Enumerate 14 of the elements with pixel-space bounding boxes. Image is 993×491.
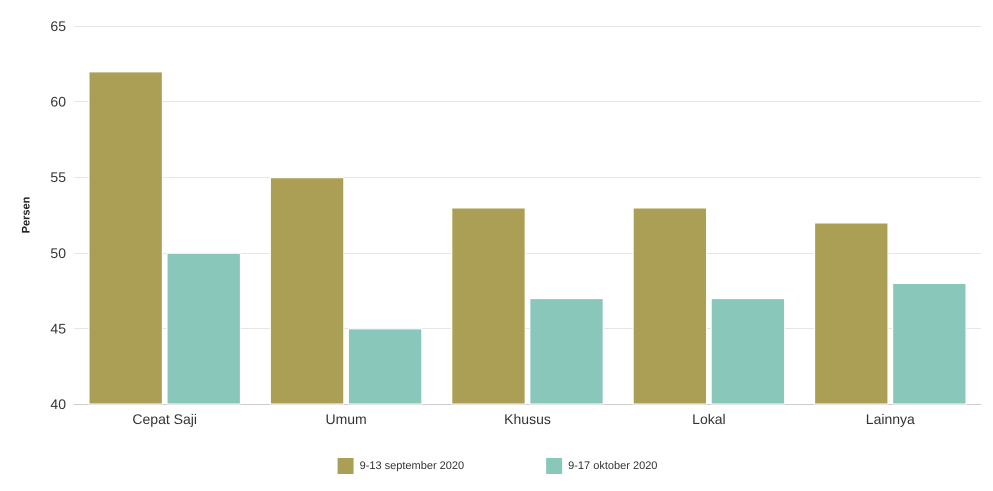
x-tick-label: Lokal [692, 411, 726, 427]
y-tick-label: 40 [50, 396, 66, 412]
x-tick-label: Cepat Saji [132, 411, 197, 427]
x-tick-label: Umum [325, 411, 367, 427]
legend-label: 9-13 september 2020 [360, 460, 464, 472]
y-tick-label: 60 [50, 94, 66, 110]
x-tick-label: Lainnya [866, 411, 916, 427]
y-tick-label: 65 [50, 18, 66, 34]
y-axis-title: Persen [20, 196, 32, 234]
y-tick-label: 50 [50, 244, 66, 261]
x-tick-label: Khusus [504, 411, 551, 427]
y-tick-label: 55 [50, 169, 66, 186]
y-tick-label: 45 [50, 320, 66, 336]
legend-label: 9-17 oktober 2020 [568, 460, 658, 472]
